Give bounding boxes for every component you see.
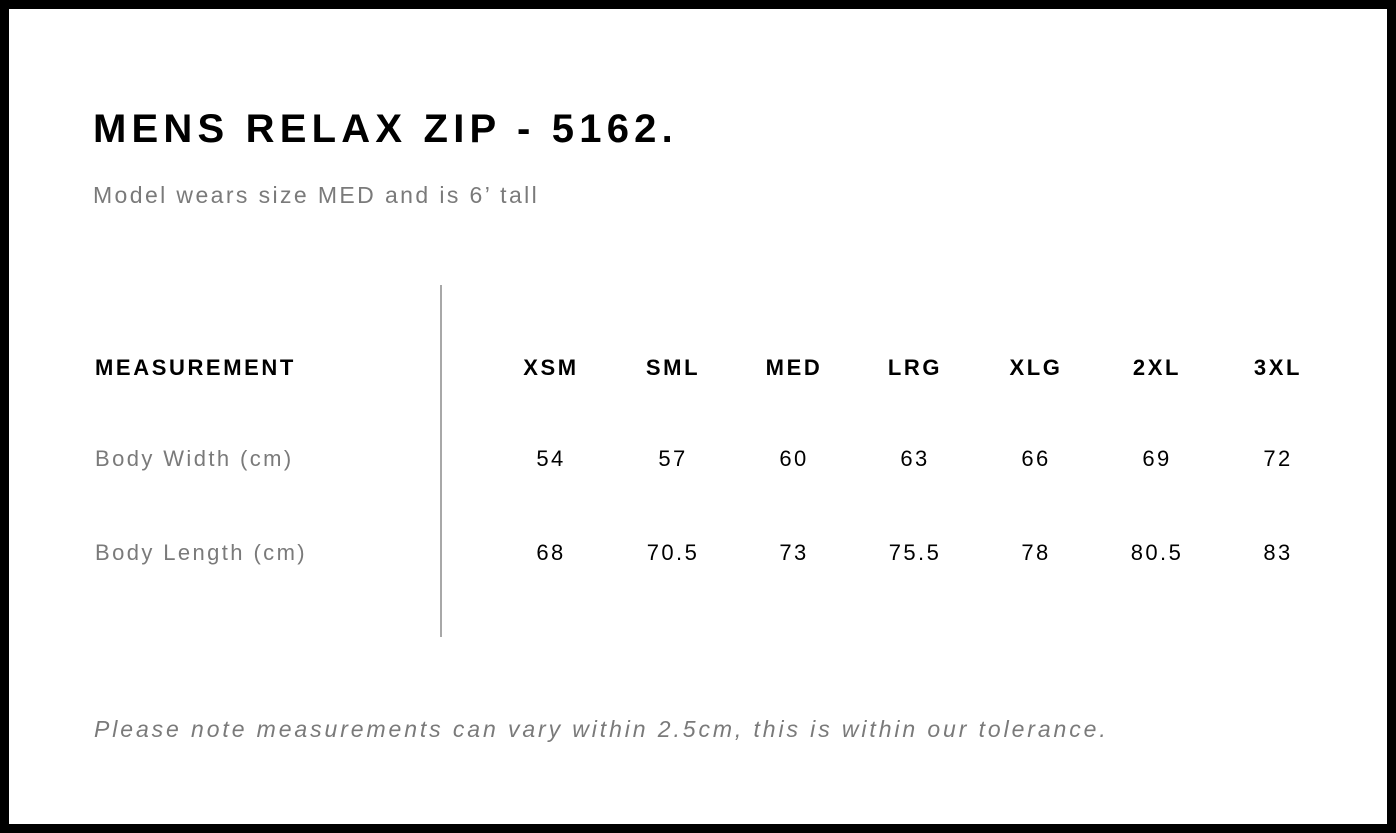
table-cell: 57 <box>658 446 688 471</box>
page-title: MENS RELAX ZIP - 5162. <box>93 107 678 151</box>
table-cell: 60 <box>779 446 809 471</box>
tolerance-note: Please note measurements can vary within… <box>94 716 1109 742</box>
table-cell: 78 <box>1021 540 1051 565</box>
size-header-sml: SML <box>645 355 701 380</box>
table-cell: 70.5 <box>646 540 700 565</box>
table-cell: 75.5 <box>888 540 942 565</box>
model-info: Model wears size MED and is 6’ tall <box>93 182 540 208</box>
size-header-2xl: 2XL <box>1132 355 1182 380</box>
size-header-xsm: XSM <box>523 355 579 380</box>
row-label: Body Width (cm) <box>95 446 294 471</box>
size-header-3xl: 3XL <box>1253 355 1303 380</box>
table-cell: 83 <box>1263 540 1293 565</box>
table-cell: 69 <box>1142 446 1172 471</box>
size-chart-card: MENS RELAX ZIP - 5162. Model wears size … <box>9 9 1387 824</box>
size-header-lrg: LRG <box>887 355 943 380</box>
size-header-xlg: XLG <box>1009 355 1063 380</box>
table-cell: 73 <box>779 540 809 565</box>
table-cell: 63 <box>900 446 930 471</box>
table-cell: 66 <box>1021 446 1051 471</box>
column-divider <box>440 285 442 637</box>
row-label: Body Length (cm) <box>95 540 308 565</box>
table-cell: 68 <box>536 540 566 565</box>
measurement-header: MEASUREMENT <box>95 355 296 380</box>
table-cell: 80.5 <box>1130 540 1184 565</box>
table-cell: 72 <box>1263 446 1293 471</box>
table-cell: 54 <box>536 446 566 471</box>
size-header-med: MED <box>765 355 823 380</box>
